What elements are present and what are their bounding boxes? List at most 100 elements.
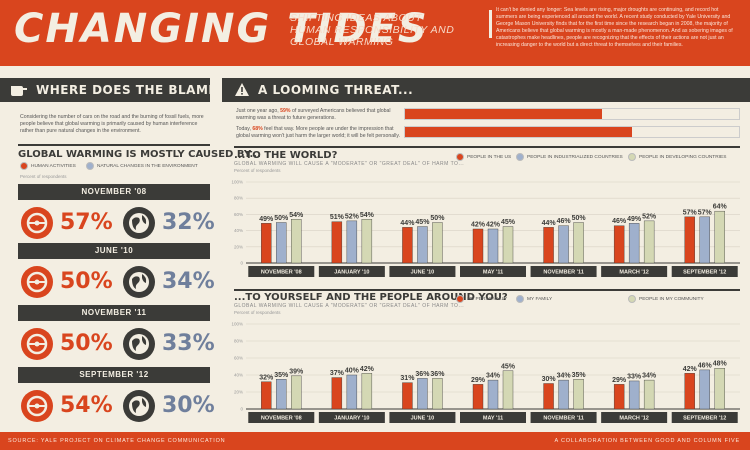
personal-chart: 020%40%60%80%100%32% 35% 39%NOVEMBER '0837… [231,322,740,423]
bar-value-label: 57% [698,209,713,216]
bar-value-label: 42% [683,366,698,373]
bar-value-label: 34% [486,373,501,380]
natural-percent: 34% [162,269,215,294]
bar [432,222,443,264]
y-tick-label: 100% [231,180,243,185]
legend-label: PEOPLE IN MY COMMUNITY [639,297,704,302]
bar [543,227,554,264]
bar [628,380,640,410]
category-label: NOVEMBER '11 [543,416,583,422]
bar [276,379,287,410]
category-banner [248,412,315,423]
bar [699,369,710,410]
category-label: MAY '11 [483,270,503,276]
bar [684,216,695,264]
y-tick-label: 20% [234,390,243,395]
bar-value-label: 49% [627,216,642,223]
header-band [0,0,750,66]
bar [628,223,640,264]
bar [643,379,655,410]
intro-accent-bar [489,10,492,38]
bar [417,226,428,264]
period-date-banner: JUNE '10 [18,243,210,259]
globe-icon [123,328,155,360]
legend-human-label: HUMAN ACTIVITIES [31,164,76,169]
category-label: MARCH '12 [619,416,648,422]
y-tick-label: 0 [240,261,243,266]
steering-wheel-icon [21,328,53,360]
bar [573,222,584,264]
intro-text: It can't be denied any longer: Sea level… [496,7,733,48]
bar-value-label: 34% [642,373,657,380]
natural-percent: 30% [162,393,215,418]
bar-value-label: 45% [501,363,516,370]
legend-label: PEOPLE IN DEVELOPING COUNTRIES [639,155,727,160]
period-date: JUNE '10 [94,246,134,255]
bar [714,210,725,264]
bar-value-label: 45% [415,219,430,226]
category-label: MARCH '12 [619,270,648,276]
bar [714,368,725,410]
y-tick-label: 60% [234,356,243,361]
bar [487,379,499,410]
personal-chart-ylabel: Percent of respondents [234,310,281,315]
bar [291,219,302,264]
bar-value-label: 29% [612,377,627,384]
blame-banner-title: WHERE DOES THE BLAME LIE? [36,83,252,97]
bar-value-label: 50% [274,215,289,222]
period-date-banner: NOVEMBER '11 [18,305,210,321]
legend-dot [456,153,464,161]
bar [291,375,302,410]
category-label: JANUARY '10 [334,416,369,422]
legend-human-dot [20,162,28,170]
y-tick-label: 80% [234,196,243,201]
bar-value-label: 39% [289,368,304,375]
bar-value-label: 40% [345,368,360,375]
bar [613,384,625,410]
period-date: NOVEMBER '08 [81,187,147,196]
threat-row-1-text: Just one year ago, 59% of surveyed Ameri… [236,108,391,121]
bar-value-label: 33% [627,373,642,380]
y-tick-label: 0 [240,407,243,412]
period-date-banner: NOVEMBER '08 [18,184,210,200]
human-percent: 50% [60,331,113,356]
category-label: NOVEMBER '08 [261,270,302,276]
bar-value-label: 32% [259,374,274,381]
blame-rule [18,144,210,146]
steering-wheel-icon [21,390,53,422]
y-tick-label: 60% [234,212,243,217]
steering-wheel-icon [21,266,53,298]
bar-value-label: 35% [274,372,289,379]
bar-value-label: 42% [360,366,375,373]
threat-row-2-track [404,126,740,138]
y-tick-label: 40% [234,228,243,233]
bar [346,220,358,264]
y-tick-label: 100% [231,322,243,327]
y-tick-label: 40% [234,373,243,378]
bar [361,373,373,410]
bar [502,370,514,410]
bar-value-label: 45% [501,219,516,226]
blame-heading: GLOBAL WARMING IS MOSTLY CAUSED BY... [18,149,261,160]
human-percent: 54% [60,393,113,418]
pointing-hand-icon [11,86,27,96]
bar-value-label: 46% [612,218,627,225]
category-label: JUNE '10 [411,270,435,276]
category-banner [460,266,526,277]
footer-band: SOURCE: YALE PROJECT ON CLIMATE CHANGE C… [0,432,750,450]
bar-value-label: 31% [400,375,415,382]
bar [558,379,569,410]
bar-value-label: 36% [430,371,445,378]
natural-percent: 33% [162,331,215,356]
bar-value-label: 49% [259,216,274,223]
footer-source: SOURCE: YALE PROJECT ON CLIMATE CHANGE C… [8,438,226,444]
world-chart: 020%40%60%80%100%49% 50% 54%NOVEMBER '0851… [231,180,740,277]
footer-credit: A COLLABORATION BETWEEN GOOD AND COLUMN … [554,438,740,444]
bar [558,225,569,264]
blame-banner: WHERE DOES THE BLAME LIE? [0,78,251,102]
bar [487,228,499,264]
human-percent: 50% [60,269,113,294]
legend-label: PEOPLE IN THE US [467,155,512,160]
personal-chart-rule [234,289,740,291]
category-banner [389,412,456,423]
